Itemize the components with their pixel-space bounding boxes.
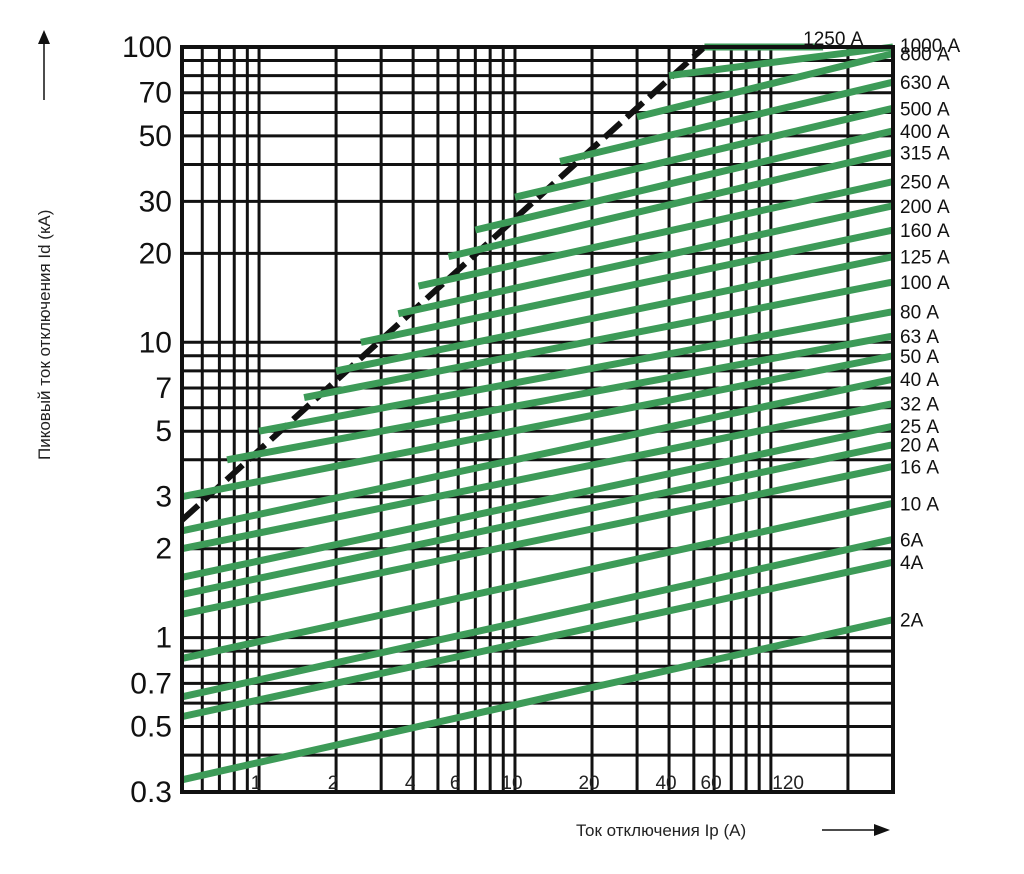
series-line bbox=[181, 499, 894, 662]
axis-titles: Пиковый ток отключения Id (кА) Ток отклю… bbox=[35, 30, 890, 840]
x-tick-label: 6 bbox=[450, 773, 461, 794]
series-label: 400 А bbox=[900, 122, 950, 143]
x-axis-arrowhead bbox=[874, 824, 890, 836]
series-line bbox=[226, 332, 894, 464]
series-label: 50 А bbox=[900, 347, 939, 368]
series-line bbox=[474, 127, 894, 234]
y-tick-labels: 100 70 50 30 20 10 7 5 3 2 1 0.7 0.5 0.3 bbox=[122, 31, 172, 809]
x-tick-label: 60 bbox=[701, 773, 722, 794]
series-label: 40 А bbox=[900, 370, 939, 391]
series-line bbox=[514, 104, 894, 201]
series-label: 160 А bbox=[900, 221, 950, 242]
series-label: 500 А bbox=[900, 99, 950, 120]
x-tick-label: 120 bbox=[772, 773, 804, 794]
y-axis-arrowhead bbox=[38, 30, 50, 44]
series-label: 315 А bbox=[900, 143, 950, 164]
y-tick-label: 10 bbox=[139, 326, 172, 359]
x-tick-labels: 1 2 4 6 10 20 40 60 120 bbox=[251, 773, 804, 794]
series-label: 6А bbox=[900, 530, 924, 551]
series-label: 20 А bbox=[900, 436, 939, 457]
series-line bbox=[335, 253, 894, 375]
series-label: 32 А bbox=[900, 395, 939, 416]
y-tick-label: 1 bbox=[155, 622, 172, 655]
y-axis-title: Пиковый ток отключения Id (кА) bbox=[35, 210, 54, 460]
series-line bbox=[559, 78, 894, 165]
series-label: 1250 А bbox=[803, 29, 864, 50]
y-tick-label: 50 bbox=[139, 120, 172, 153]
series-label: 10 А bbox=[900, 494, 939, 515]
series-line bbox=[181, 462, 894, 618]
y-tick-label: 2 bbox=[155, 533, 172, 566]
envelope bbox=[179, 44, 707, 523]
series-line bbox=[181, 558, 894, 721]
series-label: 630 А bbox=[900, 73, 950, 94]
series-label: 25 А bbox=[900, 417, 939, 438]
x-tick-label: 40 bbox=[655, 773, 676, 794]
x-tick-label: 4 bbox=[405, 773, 416, 794]
series-line bbox=[181, 400, 894, 553]
y-tick-label: 70 bbox=[139, 77, 172, 110]
series-label: 200 А bbox=[900, 197, 950, 218]
x-tick-label: 1 bbox=[251, 773, 262, 794]
y-tick-label: 100 bbox=[122, 31, 172, 64]
envelope-line bbox=[179, 44, 707, 523]
y-tick-label: 20 bbox=[139, 237, 172, 270]
plot-border bbox=[180, 45, 895, 794]
series-label: 80 А bbox=[900, 303, 939, 324]
x-tick-label: 10 bbox=[501, 773, 522, 794]
series-label: 1000 А bbox=[900, 36, 961, 57]
y-tick-label: 0.3 bbox=[130, 776, 172, 809]
series-label: 63 А bbox=[900, 327, 939, 348]
y-tick-label: 7 bbox=[155, 372, 172, 405]
series-line bbox=[181, 616, 894, 784]
y-tick-label: 3 bbox=[155, 481, 172, 514]
series-label: 100 А bbox=[900, 273, 950, 294]
y-tick-label: 30 bbox=[139, 185, 172, 218]
series-label: 4А bbox=[900, 553, 924, 574]
series-line bbox=[360, 226, 894, 346]
plot-frame bbox=[180, 45, 895, 794]
series-label: 800 А bbox=[900, 45, 950, 66]
x-tick-label: 2 bbox=[328, 773, 339, 794]
series-line bbox=[668, 43, 894, 80]
series-line bbox=[181, 536, 894, 701]
series-line bbox=[181, 352, 894, 501]
y-tick-label: 0.5 bbox=[130, 710, 172, 743]
series-line bbox=[636, 50, 894, 121]
series-label: 125 А bbox=[900, 248, 950, 269]
series-line bbox=[447, 148, 894, 261]
series-line bbox=[181, 375, 894, 535]
x-tick-label: 20 bbox=[578, 773, 599, 794]
series-line bbox=[397, 202, 894, 318]
series-lines bbox=[181, 43, 894, 784]
series-line bbox=[417, 178, 894, 290]
x-axis-title: Ток отключения Ip (А) bbox=[576, 821, 746, 840]
series-label: 250 А bbox=[900, 173, 950, 194]
series-label: 16 А bbox=[900, 457, 939, 478]
y-tick-label: 5 bbox=[155, 415, 172, 448]
series-line bbox=[181, 441, 894, 598]
series-line bbox=[303, 278, 894, 401]
series-label: 2А bbox=[900, 611, 924, 632]
series-line bbox=[258, 308, 894, 435]
series-line bbox=[181, 422, 894, 581]
y-tick-label: 0.7 bbox=[130, 667, 172, 700]
